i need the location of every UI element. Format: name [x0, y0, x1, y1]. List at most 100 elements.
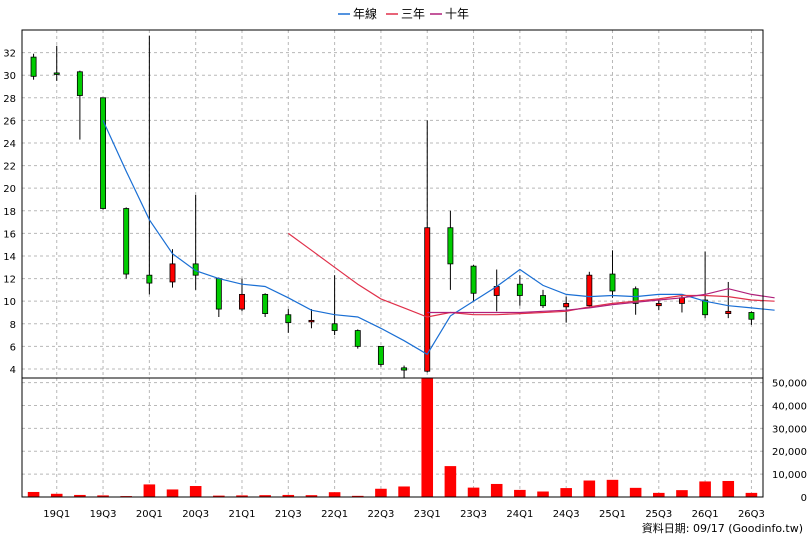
candle — [76, 70, 83, 140]
candle-body — [563, 303, 570, 308]
price-tick-label: 8 — [10, 320, 16, 331]
candle-body — [146, 274, 153, 284]
chart-frames — [21, 29, 764, 498]
legend-label: 年線 — [353, 6, 377, 21]
candle-body — [377, 345, 384, 365]
moving-average-lines — [102, 120, 775, 356]
candle — [192, 194, 199, 290]
volume-bar — [213, 495, 225, 497]
price-tick-label: 6 — [10, 342, 16, 353]
volume-bar — [375, 488, 387, 497]
volume-bar — [606, 479, 619, 497]
candle-body — [447, 227, 454, 265]
candle-body — [725, 310, 732, 314]
volume-bar — [444, 466, 457, 497]
x-tick-label: 24Q1 — [506, 509, 533, 520]
volume-bar — [537, 491, 549, 497]
x-tick-label: 20Q1 — [136, 509, 163, 520]
legend: 年線 三年 十年 — [338, 6, 469, 21]
price-tick-label: 16 — [3, 229, 16, 240]
x-tick-label: 22Q1 — [321, 509, 348, 520]
candle — [609, 250, 616, 298]
candle — [748, 311, 755, 325]
candle — [285, 309, 292, 333]
volume-bar — [189, 486, 202, 497]
price-panel-frame — [21, 29, 764, 379]
candle — [540, 289, 546, 308]
candle — [262, 293, 269, 317]
candle-body — [424, 227, 431, 372]
x-axis: 19Q1 19Q3 20Q1 20Q3 21Q1 21Q3 22Q1 22Q3 23Q1 23Q3… — [43, 509, 765, 520]
volume-tick-label: 40,000 — [772, 401, 807, 412]
candle-body — [586, 274, 593, 307]
price-tick-label: 26 — [3, 116, 16, 127]
ma-line-十年 — [427, 288, 775, 314]
volume-bar — [74, 494, 86, 497]
candle — [331, 275, 338, 336]
ma-line-年線 — [102, 120, 775, 356]
x-tick-label: 25Q3 — [645, 509, 672, 520]
x-tick-label: 21Q1 — [229, 509, 256, 520]
candle — [377, 345, 384, 367]
volume-bar — [490, 483, 503, 497]
price-tick-label: 18 — [3, 207, 16, 218]
candle-body — [516, 283, 523, 296]
volume-bar — [421, 378, 434, 497]
candle-body — [401, 367, 408, 371]
candles — [30, 35, 755, 378]
candle-body — [76, 71, 83, 96]
candle — [447, 210, 454, 290]
volume-bar — [676, 490, 688, 497]
candle — [470, 265, 477, 302]
candle — [586, 271, 593, 308]
volume-bar — [27, 491, 40, 497]
candle-body — [748, 312, 755, 320]
price-tick-label: 22 — [3, 162, 16, 173]
price-tick-label: 24 — [3, 139, 16, 150]
volume-bar — [514, 489, 526, 497]
x-tick-label: 23Q1 — [414, 509, 441, 520]
candle-body — [100, 97, 106, 209]
price-tick-label: 32 — [3, 49, 16, 60]
ma-line-三年 — [287, 232, 775, 318]
volume-bar — [398, 486, 410, 497]
candle-body — [655, 303, 662, 307]
volume-axis: 0 10,000 20,000 30,000 40,000 50,000 — [772, 379, 807, 504]
candle — [354, 329, 361, 349]
x-tick-label: 23Q3 — [460, 509, 487, 520]
volume-bar — [745, 492, 758, 497]
volume-bar — [305, 495, 318, 497]
candle — [30, 53, 37, 80]
volume-bar — [166, 489, 179, 497]
x-tick-label: 26Q1 — [692, 509, 719, 520]
volume-bar — [143, 484, 156, 497]
price-tick-label: 12 — [3, 275, 16, 286]
volume-bar — [328, 492, 341, 497]
x-tick-label: 22Q3 — [367, 509, 394, 520]
candle — [53, 45, 60, 81]
x-tick-label: 21Q3 — [275, 509, 302, 520]
candle-body — [354, 330, 361, 347]
candle — [401, 365, 408, 378]
candle — [516, 275, 523, 306]
candle — [493, 269, 500, 312]
candle-body — [53, 72, 60, 75]
candle-body — [540, 295, 546, 307]
volume-bars — [27, 378, 758, 498]
volume-bar — [560, 488, 572, 497]
volume-bar — [282, 494, 295, 497]
volume-bar — [722, 480, 735, 497]
candle — [169, 249, 176, 288]
candle-body — [262, 293, 269, 314]
volume-bar — [583, 480, 596, 497]
price-tick-label: 28 — [3, 94, 16, 105]
x-tick-label: 24Q3 — [553, 509, 580, 520]
volume-tick-label: 0 — [801, 493, 807, 504]
footer-source: 資料日期: 09/17 (Goodinfo.tw) — [642, 521, 803, 535]
candle-body — [470, 265, 477, 294]
candle-body — [285, 314, 292, 324]
volume-bar — [259, 495, 271, 497]
candle-body — [239, 293, 245, 310]
candle-body — [308, 319, 315, 323]
x-tick-label: 26Q3 — [738, 509, 765, 520]
